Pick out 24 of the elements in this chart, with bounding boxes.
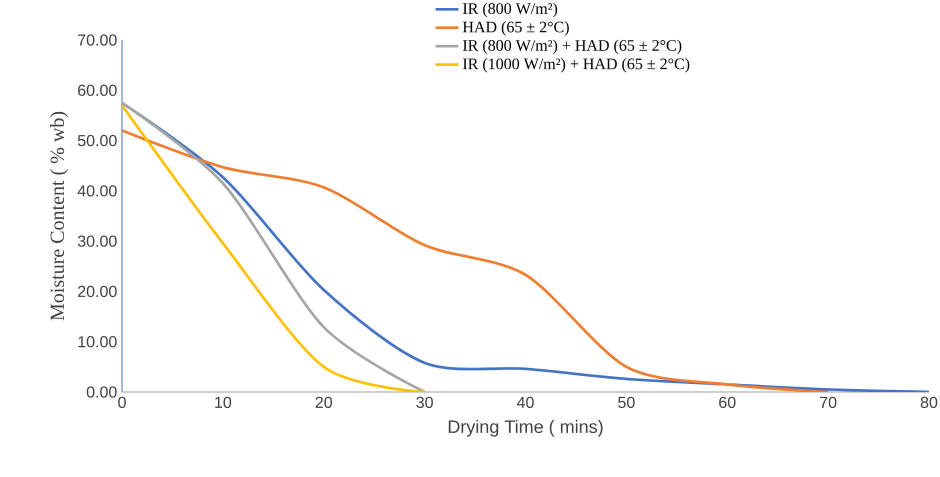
legend-label: IR (800 W/m²) + HAD (65 ± 2°C) bbox=[462, 40, 682, 54]
x-tick-label: 0 bbox=[118, 396, 126, 408]
x-tick-label: 60 bbox=[719, 396, 736, 408]
y-tick-label: 10.00 bbox=[78, 336, 117, 348]
legend-label: HAD (65 ± 2°C) bbox=[462, 21, 569, 36]
x-tick-label: 20 bbox=[316, 396, 332, 408]
legend-label: IR (800 W/m²) bbox=[462, 2, 558, 18]
y-tick-label: 0.00 bbox=[86, 386, 117, 398]
y-tick-label: 20.00 bbox=[78, 286, 117, 298]
y-axis-title: Moisture Content ( % wb) bbox=[50, 112, 68, 320]
legend-label: IR (1000 W/m²) + HAD (65 ± 2°C) bbox=[462, 58, 690, 73]
x-tick-label: 80 bbox=[920, 396, 938, 408]
x-tick-label: 50 bbox=[618, 396, 635, 408]
x-tick-label: 30 bbox=[416, 396, 433, 408]
x-tick-label: 70 bbox=[820, 396, 836, 408]
y-tick-label: 50.00 bbox=[78, 134, 117, 146]
x-tick-label: 10 bbox=[215, 396, 232, 408]
line-series bbox=[122, 129, 830, 392]
x-tick-label: 40 bbox=[516, 396, 534, 408]
x-axis-title: Drying Time ( mins) bbox=[448, 420, 603, 437]
y-tick-label: 60.00 bbox=[78, 84, 117, 96]
y-tick-label: 40.00 bbox=[78, 185, 117, 197]
y-tick-label: 70.00 bbox=[78, 34, 117, 46]
y-tick-label: 30.00 bbox=[78, 235, 117, 247]
